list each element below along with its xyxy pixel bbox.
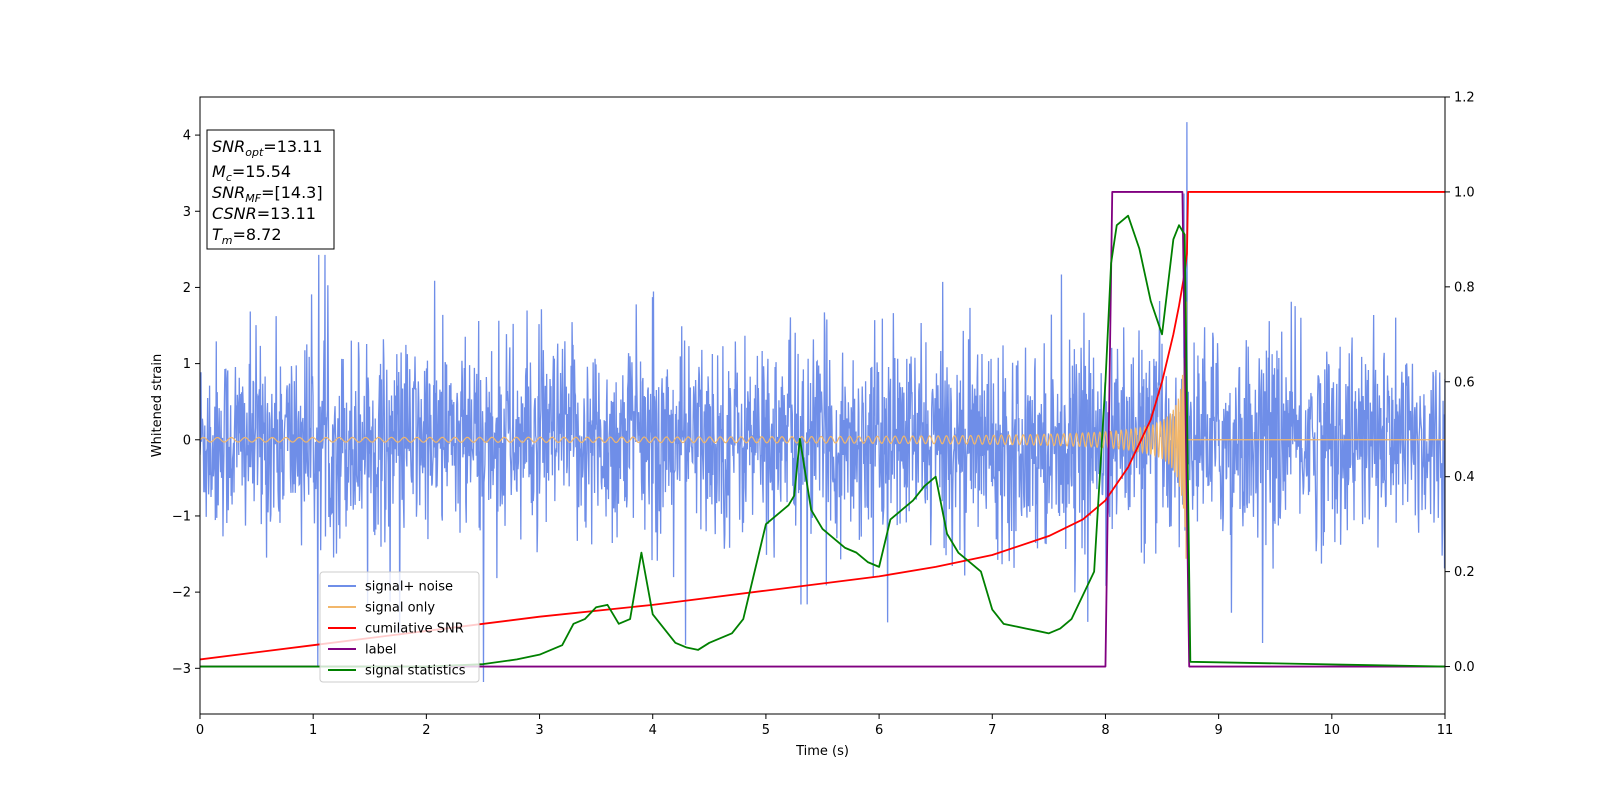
legend-label: signal only [365,601,435,616]
legend-frame [319,571,480,683]
legend-entry: label [328,643,396,658]
y-tick: 0 [183,433,200,448]
legend-label: cumilative SNR [365,622,464,637]
y-tick-label: 0 [183,433,191,448]
y-tick: 3 [183,205,200,220]
axes: 0 1 2 3 4 5 6 7 8 9 10 11 −3 −2 −1 0 1 2 3 4 0.0 0.2 0.4 0.6 0.8… [172,91,1475,739]
y2-tick-label: 1.0 [1454,185,1475,200]
y-tick-label: 3 [183,205,191,220]
info-entry-value: =13.11 [257,204,316,223]
x-tick: 7 [988,714,996,738]
y-tick-label: 1 [183,357,191,372]
x-tick-label: 11 [1437,723,1454,738]
x-tick: 5 [762,714,770,738]
info-entry: Mc=15.54 [212,162,291,184]
x-tick-label: 9 [1214,723,1222,738]
x-tick: 10 [1324,714,1341,738]
y2-tick: 1.2 [1445,91,1475,106]
y2-tick-label: 0.8 [1454,280,1475,295]
x-tick-label: 8 [1101,723,1109,738]
x-tick: 3 [535,714,544,738]
series-signal-noise [200,122,1445,682]
y2-tick: 0.6 [1445,375,1475,390]
info-entry-symbol: M [212,162,226,181]
plot-frame [199,96,1446,715]
info-entry: SNRMF=[14.3] [212,183,323,205]
x-tick-label: 4 [649,723,657,738]
legend-label: signal+ noise [365,580,453,595]
x-tick-label: 1 [309,723,317,738]
legend: signal+ noise signal only cumilative SNR la… [319,571,480,683]
y-tick: −2 [172,586,200,601]
info-entry-symbol: SNR [212,137,245,156]
legend-entry: cumilative SNR [328,622,464,637]
y2-tick-label: 0.6 [1454,375,1475,390]
info-entry-subscript: MF [245,192,261,205]
y2-tick-label: 0.0 [1454,660,1475,675]
x-tick: 6 [875,714,883,738]
info-entry-subscript: m [222,234,233,247]
info-box-frame [206,129,335,250]
info-box: SNRopt=13.11Mc=15.54SNRMF=[14.3]CSNR=13.… [206,129,335,250]
x-tick: 9 [1214,714,1223,738]
y-tick-label: 4 [183,129,191,144]
info-entry: Tm=8.72 [212,225,282,247]
y2-tick-label: 1.2 [1454,91,1475,106]
y-tick-label: −3 [172,662,191,677]
y2-tick: 0.2 [1445,565,1475,580]
y-tick: 2 [183,281,200,296]
x-tick-label: 0 [196,723,204,738]
y-axis-label: Whitened strain [150,354,165,457]
legend-entry: signal+ noise [328,580,453,595]
y2-tick-label: 0.4 [1454,470,1475,485]
x-tick: 2 [422,714,431,738]
x-tick-label: 5 [762,723,770,738]
x-tick-label: 7 [988,723,996,738]
y-tick: 1 [183,357,200,372]
x-tick: 11 [1437,714,1454,738]
info-entry-value: =[14.3] [261,183,323,202]
x-tick: 1 [309,714,317,738]
series-signal-only [200,301,1445,559]
info-entry-subscript: c [226,171,232,184]
y-tick: −1 [172,509,200,524]
info-entry: SNRopt=13.11 [212,137,323,159]
info-entry-value: =8.72 [233,225,282,244]
y2-tick: 1.0 [1445,185,1475,200]
info-entry-value: =15.54 [232,162,291,181]
legend-entry: signal only [328,601,435,616]
y2-tick: 0.0 [1445,660,1475,675]
x-tick: 0 [196,714,204,738]
series-signal-statistics [200,214,1445,668]
legend-label: signal statistics [365,664,466,679]
x-tick: 8 [1101,714,1110,738]
y-tick-label: 2 [183,281,191,296]
plot-area [200,122,1445,682]
legend-entry: signal statistics [328,664,466,679]
y-tick: 4 [183,129,200,144]
x-tick-label: 6 [875,723,883,738]
legend-label: label [365,643,396,658]
x-tick-label: 2 [422,723,430,738]
x-tick-label: 3 [535,723,543,738]
x-axis-label: Time (s) [795,744,849,759]
info-entry-subscript: opt [245,146,264,159]
info-entry-symbol: CSNR [212,204,257,223]
y2-tick: 0.4 [1445,470,1475,485]
info-entry-value: =13.11 [263,137,322,156]
info-entry-symbol: T [212,225,223,244]
series-label [200,191,1445,668]
info-entry-symbol: SNR [212,183,245,202]
info-entry: CSNR=13.11 [212,204,316,223]
y2-tick: 0.8 [1445,280,1475,295]
series-cumilative-snr [200,191,1445,661]
y-tick: −3 [172,662,200,677]
y-tick-label: −2 [172,586,191,601]
y-tick-label: −1 [172,509,191,524]
y2-tick-label: 0.2 [1454,565,1475,580]
x-tick: 4 [649,714,657,738]
x-tick-label: 10 [1324,723,1341,738]
